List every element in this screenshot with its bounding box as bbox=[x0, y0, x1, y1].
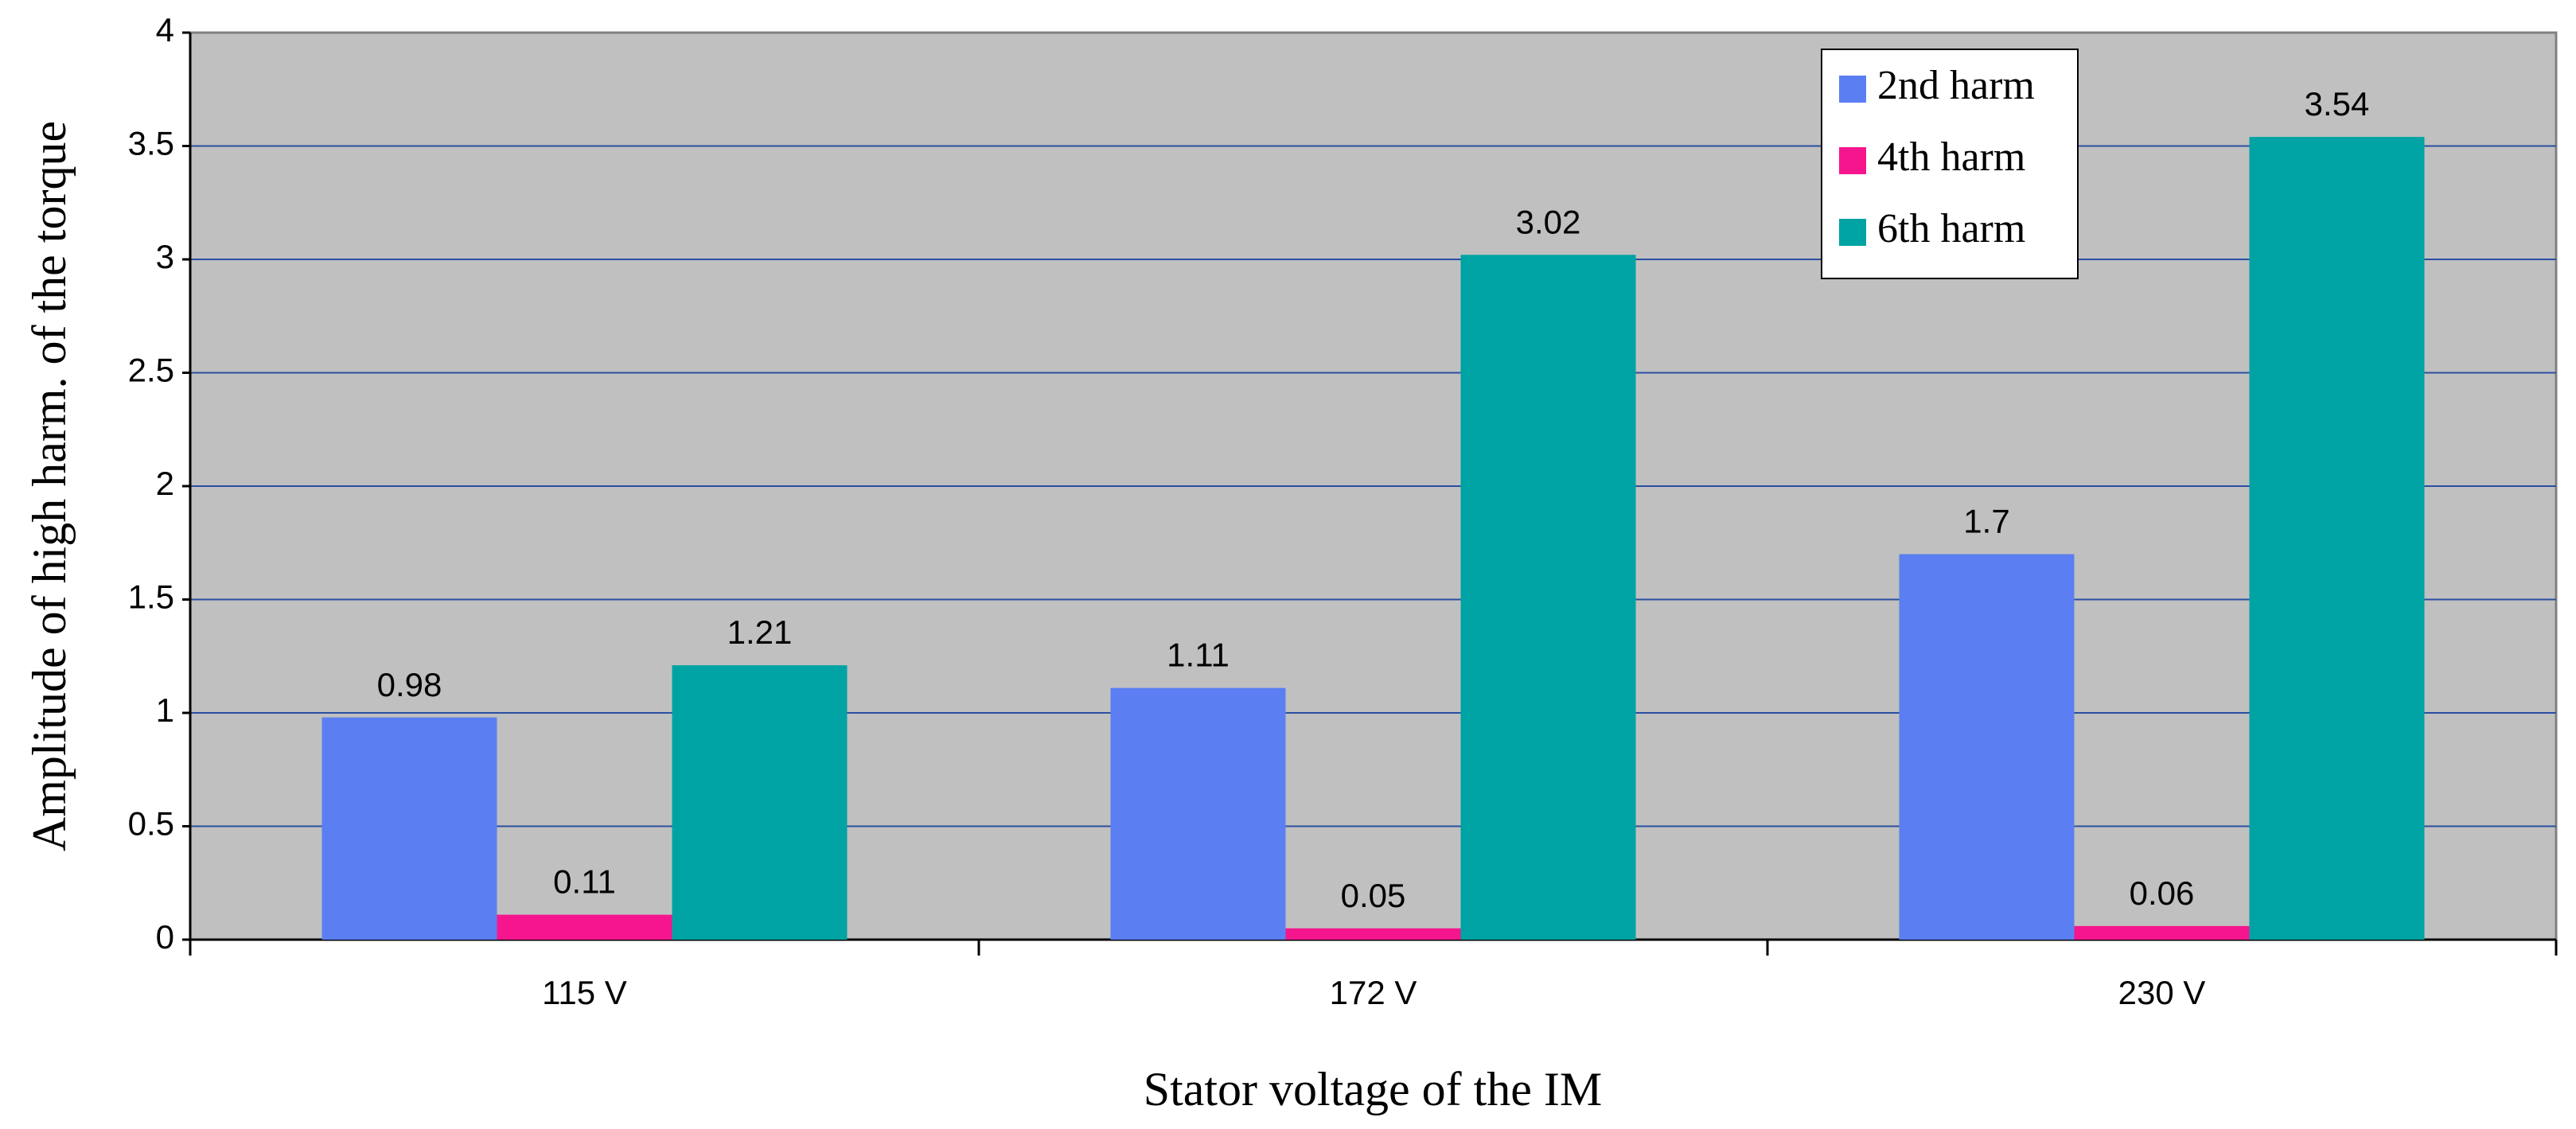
bar bbox=[2074, 925, 2250, 940]
x-axis-title: Stator voltage of the IM bbox=[1144, 1063, 1603, 1115]
y-axis-title: Amplitude of high harm. of the torque bbox=[23, 121, 76, 851]
data-label: 3.02 bbox=[1516, 203, 1581, 240]
legend-swatch bbox=[1839, 219, 1866, 246]
bar bbox=[1110, 687, 1286, 940]
x-tick-label: 172 V bbox=[1330, 974, 1417, 1011]
data-label: 1.7 bbox=[1963, 503, 2009, 540]
legend-swatch bbox=[1839, 147, 1866, 174]
data-label: 0.05 bbox=[1341, 877, 1406, 914]
bar bbox=[1285, 928, 1461, 940]
bar bbox=[322, 717, 497, 940]
y-tick-label: 3 bbox=[156, 238, 174, 275]
data-label: 0.98 bbox=[377, 666, 442, 703]
data-label: 0.11 bbox=[553, 863, 616, 901]
x-tick-label: 230 V bbox=[2118, 974, 2206, 1011]
legend-label: 6th harm bbox=[1877, 206, 2025, 251]
y-tick-label: 3.5 bbox=[128, 125, 174, 162]
y-tick-label: 1.5 bbox=[128, 578, 174, 616]
y-tick-label: 2 bbox=[156, 465, 174, 502]
bar bbox=[1460, 255, 1636, 940]
y-tick-label: 4 bbox=[156, 11, 174, 49]
data-label: 1.11 bbox=[1167, 637, 1230, 674]
data-label: 3.54 bbox=[2305, 85, 2370, 123]
bar bbox=[1899, 554, 2075, 940]
bar bbox=[497, 914, 672, 940]
data-label: 1.21 bbox=[727, 613, 793, 651]
legend-label: 4th harm bbox=[1877, 134, 2025, 180]
y-tick-label: 0.5 bbox=[128, 805, 174, 843]
y-tick-label: 0 bbox=[156, 918, 174, 956]
y-tick-label: 1 bbox=[156, 691, 174, 729]
bar bbox=[672, 665, 848, 940]
legend-swatch bbox=[1839, 76, 1866, 103]
legend-label: 2nd harm bbox=[1877, 63, 2035, 108]
y-tick-label: 2.5 bbox=[128, 352, 174, 389]
data-label: 0.06 bbox=[2130, 874, 2195, 912]
bar bbox=[2249, 137, 2425, 940]
x-tick-label: 115 V bbox=[542, 974, 627, 1011]
